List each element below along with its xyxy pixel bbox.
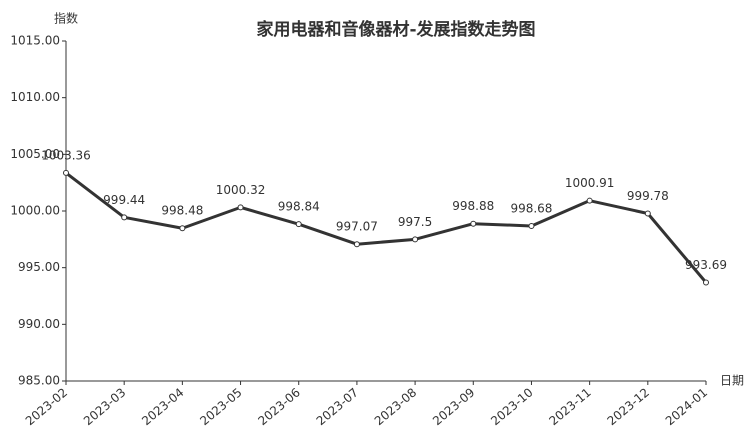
x-tick-label: 2023-02 bbox=[23, 385, 70, 427]
point bbox=[179, 225, 186, 232]
x-tick-label: 2023-05 bbox=[197, 385, 244, 427]
x-tick-label: 2023-11 bbox=[546, 385, 593, 427]
point bbox=[644, 210, 651, 217]
x-tick-label: 2023-03 bbox=[81, 385, 128, 427]
y-tick-label: 1015.00 bbox=[10, 34, 60, 48]
x-tick-label: 2023-09 bbox=[430, 385, 477, 427]
x-tick-label: 2023-06 bbox=[255, 385, 302, 427]
point bbox=[586, 197, 593, 204]
data-label: 998.84 bbox=[278, 200, 320, 214]
data-label: 998.68 bbox=[510, 201, 552, 215]
data-label: 1003.36 bbox=[41, 148, 91, 162]
y-tick-label: 1005.00 bbox=[10, 147, 60, 161]
data-label: 993.69 bbox=[685, 258, 727, 272]
y-tick-label: 1000.00 bbox=[10, 204, 60, 218]
y-tick-label: 985.00 bbox=[18, 374, 60, 388]
y-axis-label: 指数 bbox=[54, 11, 78, 26]
chart-title: 家用电器和音像器材-发展指数走势图 bbox=[256, 19, 535, 40]
data-label: 997.07 bbox=[336, 220, 378, 234]
y-tick-label: 995.00 bbox=[18, 260, 60, 274]
data-label: 999.44 bbox=[103, 193, 145, 207]
x-tick-label: 2023-04 bbox=[139, 385, 186, 427]
x-tick-label: 2023-07 bbox=[314, 385, 361, 427]
x-tick-label: 2023-12 bbox=[605, 385, 652, 427]
point bbox=[703, 279, 709, 286]
point bbox=[528, 222, 535, 229]
y-tick-label: 1010.00 bbox=[10, 90, 60, 104]
x-tick-label: 2023-08 bbox=[372, 385, 419, 427]
data-label: 998.48 bbox=[161, 204, 203, 218]
data-label: 999.78 bbox=[627, 189, 669, 203]
point bbox=[63, 169, 69, 176]
point bbox=[353, 241, 360, 248]
point bbox=[295, 221, 302, 228]
x-tick-label: 2023-10 bbox=[488, 385, 535, 427]
data-label: 1000.32 bbox=[216, 183, 266, 197]
y-tick-label: 990.00 bbox=[18, 317, 60, 331]
data-label: 997.5 bbox=[398, 215, 432, 229]
data-label: 998.88 bbox=[452, 199, 494, 213]
data-label: 1000.91 bbox=[565, 176, 615, 190]
x-axis-label: 日期 bbox=[720, 374, 744, 388]
point bbox=[470, 220, 477, 227]
line bbox=[65, 171, 708, 284]
point bbox=[237, 204, 244, 211]
x-tick-label: 2024-01 bbox=[663, 385, 710, 427]
point bbox=[412, 236, 419, 243]
point bbox=[121, 214, 128, 221]
